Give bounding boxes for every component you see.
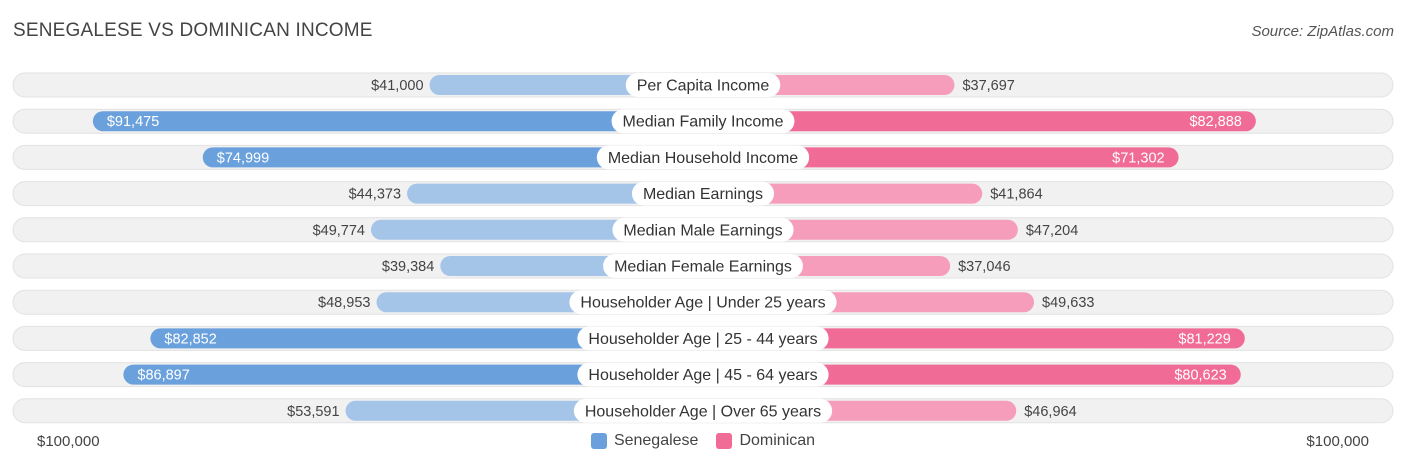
bar-dominican: [703, 147, 1179, 168]
bar-senegalese: [123, 364, 703, 385]
bar-senegalese: [407, 183, 703, 204]
legend-label-dominican: Dominican: [739, 432, 816, 449]
bar-senegalese: [150, 328, 703, 349]
chart-source: Source: ZipAtlas.com: [1251, 23, 1394, 40]
value-label-senegalese: $74,999: [217, 150, 269, 166]
category-label-pill: [612, 217, 794, 242]
value-label-senegalese: $53,591: [287, 404, 339, 420]
value-label-senegalese: $49,774: [313, 223, 365, 239]
value-label-dominican: $47,204: [1026, 223, 1078, 239]
value-label-senegalese: $91,475: [107, 114, 159, 130]
legend-item-dominican[interactable]: Dominican: [716, 432, 815, 450]
category-label-pill: [577, 326, 829, 351]
legend: Senegalese Dominican: [0, 432, 1406, 450]
category-label-pill: [631, 181, 775, 206]
value-label-senegalese: $41,000: [371, 78, 423, 94]
axis-left-max-label: $100,000: [37, 433, 100, 450]
category-label-pill: [596, 145, 810, 170]
axis-right-max-label: $100,000: [1306, 433, 1369, 450]
bar-dominican: [703, 364, 1241, 385]
value-label-dominican: $37,697: [962, 78, 1014, 94]
category-label-pill: [611, 109, 795, 134]
category-label: Householder Age | 45 - 64 years: [588, 367, 817, 384]
value-label-dominican: $37,046: [958, 259, 1010, 275]
legend-label-senegalese: Senegalese: [613, 432, 699, 449]
category-label: Householder Age | Over 65 years: [585, 403, 821, 420]
legend-swatch-dominican: [716, 433, 733, 449]
value-label-dominican: $46,964: [1024, 404, 1076, 420]
value-label-dominican: $49,633: [1042, 295, 1094, 311]
legend-item-senegalese[interactable]: Senegalese: [590, 432, 699, 450]
value-label-senegalese: $48,953: [318, 295, 370, 311]
value-label-senegalese: $82,852: [164, 331, 216, 347]
chart-title: SENEGALESE VS DOMINICAN INCOME: [13, 20, 373, 41]
category-label-pill: [569, 290, 837, 315]
category-label: Median Family Income: [623, 114, 784, 131]
category-label: Median Male Earnings: [623, 222, 782, 239]
bar-dominican: [703, 111, 1256, 132]
category-label: Householder Age | Under 25 years: [580, 295, 825, 312]
category-label: Per Capita Income: [637, 78, 770, 95]
income-comparison-chart: $41,000 $37,697 Per Capita Income $91,475 $8…: [12, 72, 1394, 424]
category-label: Median Earnings: [643, 186, 763, 203]
value-label-senegalese: $86,897: [137, 368, 189, 384]
bar-dominican: [703, 328, 1245, 349]
value-label-dominican: $71,302: [1112, 150, 1164, 166]
value-label-dominican: $82,888: [1189, 114, 1241, 130]
category-label: Median Female Earnings: [614, 259, 792, 276]
category-label-pill: [577, 362, 829, 387]
category-label: Householder Age | 25 - 44 years: [588, 331, 817, 348]
bar-senegalese: [92, 111, 703, 132]
legend-swatch-senegalese: [590, 433, 607, 449]
value-label-dominican: $80,623: [1174, 368, 1226, 384]
value-label-dominican: $81,229: [1178, 331, 1230, 347]
category-label: Median Household Income: [608, 150, 798, 167]
category-label-pill: [603, 254, 803, 278]
category-label-pill: [573, 398, 833, 423]
bar-senegalese: [202, 147, 704, 168]
value-label-dominican: $41,864: [990, 187, 1042, 203]
category-label-pill: [625, 73, 781, 97]
value-label-senegalese: $39,384: [382, 259, 434, 275]
value-label-senegalese: $44,373: [349, 187, 401, 203]
